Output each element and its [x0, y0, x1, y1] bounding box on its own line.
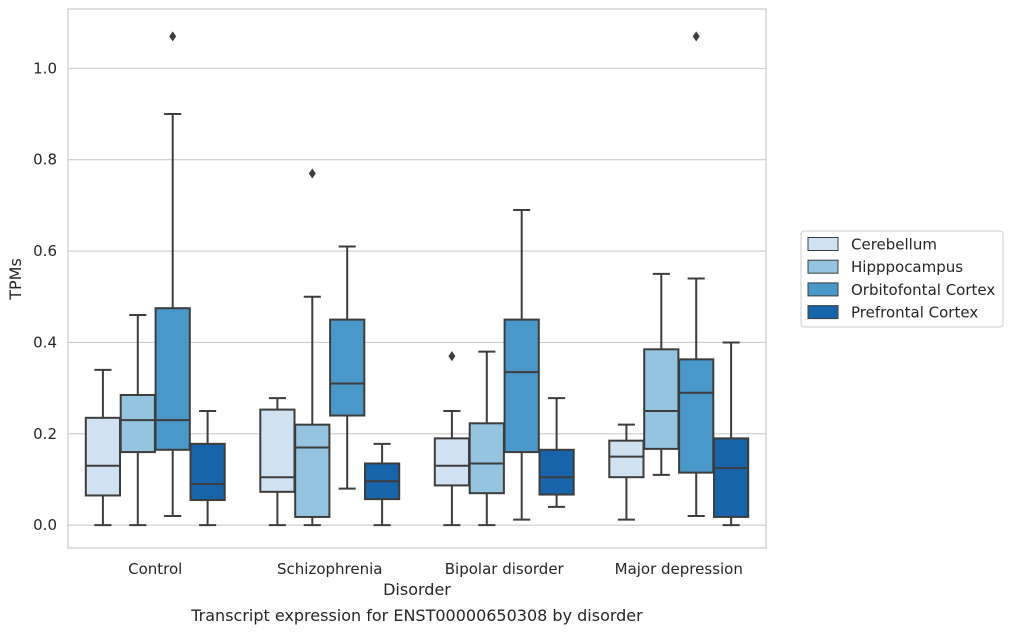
y-tick-label: 0.6 — [33, 242, 57, 260]
x-axis-ticks: Control Schizophrenia Bipolar disorder Majo… — [128, 560, 743, 578]
outlier-point — [169, 31, 177, 42]
box-iqr — [538, 448, 575, 496]
box-iqr — [189, 442, 226, 502]
box-iqr — [329, 318, 366, 417]
box-iqr — [259, 408, 296, 493]
box-iqr — [119, 393, 156, 454]
legend-swatch — [807, 282, 839, 297]
x-tick-label: Control — [128, 560, 182, 578]
box-iqr — [468, 422, 505, 495]
legend-label: Hipppocampus — [851, 258, 963, 276]
legend-frame — [800, 230, 1004, 328]
y-axis-label: TPMs — [6, 258, 25, 301]
plot-area-frame — [67, 8, 767, 549]
legend-swatch — [807, 259, 839, 274]
y-axis-ticks: 0.0 0.2 0.4 0.6 0.8 1.0 — [33, 59, 57, 534]
legend-label: Orbitofontal Cortex — [851, 281, 995, 299]
box-iqr — [643, 348, 680, 450]
box-series — [84, 31, 750, 527]
series-orbitofontal-cortex — [154, 31, 715, 521]
box-iqr — [712, 437, 750, 518]
y-tick-label: 0.4 — [33, 333, 57, 351]
box-iqr — [503, 318, 540, 454]
y-tick-label: 0.8 — [33, 151, 57, 169]
box-iqr — [433, 437, 471, 487]
box-iqr — [294, 423, 331, 518]
x-tick-label: Schizophrenia — [277, 560, 382, 578]
box-iqr — [678, 358, 715, 474]
y-tick-label: 0.0 — [33, 516, 57, 534]
box-iqr — [154, 307, 191, 451]
legend-swatch — [807, 237, 839, 251]
x-tick-label: Bipolar disorder — [445, 560, 565, 578]
outlier-point — [692, 31, 700, 42]
x-axis-label: Disorder — [383, 580, 451, 599]
x-tick-label: Major depression — [615, 560, 743, 578]
legend-label: Cerebellum — [851, 236, 937, 254]
legend-swatch — [807, 305, 839, 320]
legend: Cerebellum Hipppocampus Orbitofontal Corte… — [800, 230, 1004, 328]
outlier-point — [448, 351, 456, 362]
chart-caption: Transcript expression for ENST0000065030… — [191, 606, 643, 625]
legend-label: Prefrontal Cortex — [851, 304, 978, 322]
y-tick-label: 0.2 — [33, 425, 57, 443]
box-iqr — [608, 439, 645, 479]
series-prefrontal-cortex — [189, 341, 750, 527]
y-tick-label: 1.0 — [33, 59, 57, 77]
series-cerebellum — [84, 351, 645, 527]
outlier-point — [308, 168, 316, 179]
box-iqr — [84, 416, 122, 497]
